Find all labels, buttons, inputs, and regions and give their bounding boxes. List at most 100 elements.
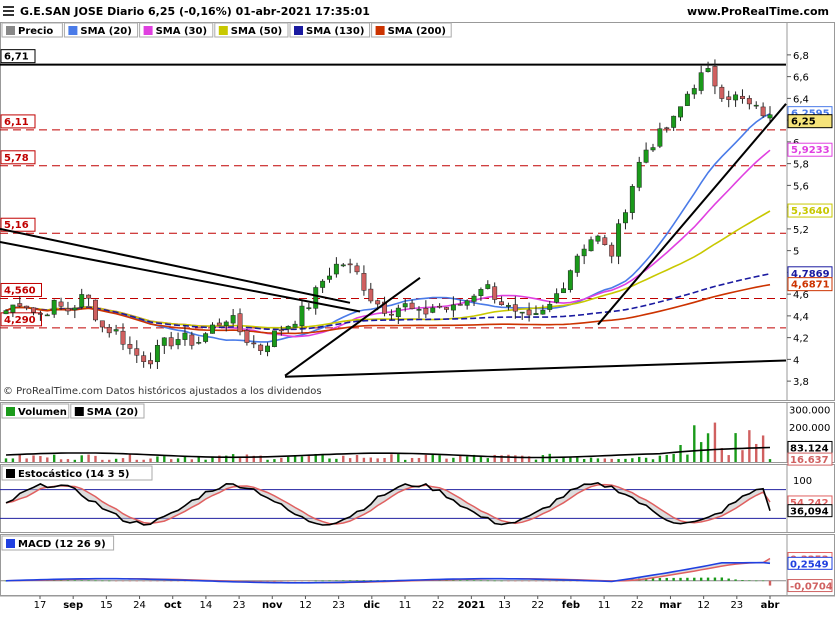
- volume-bar: [383, 457, 386, 462]
- legend-item[interactable]: [63, 22, 139, 38]
- price-value-tag-text: 6,25: [791, 117, 816, 128]
- level-label: 6,71: [4, 52, 29, 63]
- macd-histogram-bar: [66, 580, 70, 581]
- x-tick-label: 24: [133, 600, 146, 611]
- volume-bar: [135, 459, 138, 462]
- macd-histogram-bar: [286, 580, 290, 582]
- legend-swatch: [74, 407, 84, 416]
- stoch-tick-label: 100: [793, 476, 812, 487]
- legend-item[interactable]: [1, 22, 63, 38]
- volume-bar: [376, 458, 379, 462]
- legend-label: SMA (200): [388, 26, 446, 37]
- candle-body: [471, 295, 477, 302]
- volume-bar: [149, 458, 152, 462]
- legend-item[interactable]: [214, 22, 289, 38]
- volume-bar: [768, 459, 772, 462]
- volume-bar: [438, 455, 441, 462]
- macd-histogram-bar: [348, 580, 352, 581]
- price-tick-label: 4,6: [793, 290, 809, 301]
- volume-bar: [293, 455, 297, 462]
- volume-bar: [390, 454, 393, 462]
- candle-body: [388, 313, 394, 316]
- candle-body: [3, 310, 9, 315]
- legend-item[interactable]: [1, 465, 153, 481]
- volume-bar: [211, 456, 214, 462]
- site-url[interactable]: www.ProRealTime.com: [686, 5, 829, 18]
- legend-swatch: [375, 26, 385, 35]
- volume-bar: [761, 435, 765, 462]
- candle-body: [17, 303, 23, 307]
- macd-histogram-bar: [679, 577, 682, 581]
- candle-body: [595, 235, 601, 242]
- legend-item[interactable]: [70, 403, 145, 419]
- trend-line: [597, 103, 787, 326]
- candle-body: [113, 329, 119, 332]
- volume-bar: [128, 453, 132, 462]
- legend-item[interactable]: [1, 403, 70, 419]
- candle-body: [650, 147, 656, 151]
- legend-item[interactable]: [289, 22, 371, 38]
- macd-histogram-bar: [672, 577, 675, 581]
- volume-bar: [176, 458, 180, 462]
- macd-histogram-bar: [472, 580, 476, 581]
- volume-bar: [335, 458, 338, 462]
- price-value-tag: [787, 277, 833, 292]
- candle-body: [430, 307, 436, 313]
- macd-histogram-bar: [328, 580, 331, 582]
- volume-bar: [665, 454, 668, 462]
- volume-bar: [465, 456, 469, 462]
- copyright-text: © ProRealTime.com Datos históricos ajust…: [3, 385, 322, 397]
- macd-value-tag: [787, 579, 833, 593]
- x-tick-label: abr: [761, 600, 780, 611]
- candle-body: [540, 309, 546, 315]
- macd-histogram-bar: [87, 580, 90, 582]
- volume-value-tag-text: 16.637: [790, 455, 829, 466]
- legend-item[interactable]: [139, 22, 214, 38]
- volume-bar: [576, 457, 579, 462]
- volume-bar: [445, 458, 448, 462]
- volume-bar: [259, 455, 262, 462]
- stoch-d-line: [5, 483, 771, 525]
- volume-bar: [94, 455, 97, 462]
- volume-bar: [521, 455, 524, 462]
- candle-body: [31, 307, 36, 313]
- price-tick-label: 3,8: [793, 377, 809, 388]
- macd-line: [5, 561, 771, 584]
- menu-icon[interactable]: [3, 5, 14, 16]
- macd-histogram-bar: [699, 577, 703, 581]
- macd-histogram-bar: [562, 580, 565, 582]
- legend-item[interactable]: [371, 22, 452, 38]
- candle-body: [519, 311, 525, 314]
- volume-bar: [617, 458, 620, 462]
- x-tick-label: 23: [730, 600, 743, 611]
- candle-body: [127, 344, 133, 349]
- macd-histogram-bar: [307, 580, 311, 582]
- volume-bar: [500, 455, 503, 462]
- level-label: 6,11: [4, 117, 29, 128]
- macd-histogram-bar: [452, 580, 455, 581]
- volume-bar: [32, 455, 35, 462]
- macd-histogram-bar: [486, 580, 490, 582]
- volume-bar: [204, 459, 207, 462]
- legend-label: Precio: [18, 26, 53, 37]
- macd-value-tag-text: -0,0704: [790, 582, 833, 593]
- price-tick-label: 6,8: [793, 51, 809, 62]
- x-tick-label: 15: [100, 600, 113, 611]
- macd-histogram-bar: [293, 580, 297, 582]
- candle-body: [333, 263, 339, 275]
- candle-body: [154, 345, 160, 363]
- candle-body: [24, 305, 30, 309]
- legend-item[interactable]: [1, 535, 115, 551]
- candle-body: [691, 88, 697, 95]
- legend-swatch: [6, 469, 15, 478]
- macd-value-tag-text: 0,2549: [790, 559, 829, 570]
- volume-bar: [286, 456, 290, 462]
- level-label-box: [0, 150, 36, 165]
- volume-bar: [197, 456, 200, 462]
- macd-histogram-bar: [548, 580, 551, 582]
- volume-bar: [679, 445, 682, 462]
- candle-body: [120, 330, 126, 345]
- volume-bar: [431, 453, 434, 462]
- x-tick-label: mar: [659, 600, 681, 611]
